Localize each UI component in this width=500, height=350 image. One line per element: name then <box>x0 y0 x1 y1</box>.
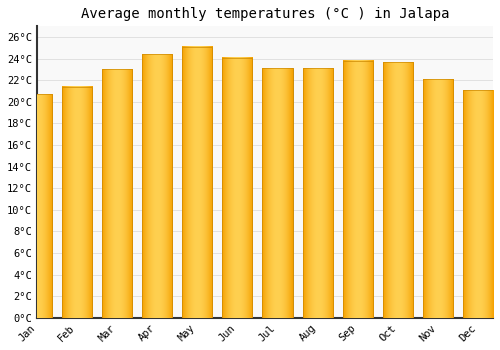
Bar <box>302 68 332 318</box>
Bar <box>262 68 292 318</box>
Bar <box>182 47 212 318</box>
Bar <box>62 87 92 318</box>
Bar <box>102 70 132 318</box>
Bar <box>62 87 92 318</box>
Bar <box>22 94 52 318</box>
Bar <box>423 79 453 318</box>
Bar <box>423 79 453 318</box>
Bar <box>302 68 332 318</box>
Bar <box>463 90 493 318</box>
Bar <box>22 94 52 318</box>
Bar <box>383 62 413 318</box>
Bar <box>182 47 212 318</box>
Bar <box>222 58 252 318</box>
Bar <box>142 54 172 318</box>
Title: Average monthly temperatures (°C ) in Jalapa: Average monthly temperatures (°C ) in Ja… <box>80 7 449 21</box>
Bar <box>222 58 252 318</box>
Bar <box>342 61 372 318</box>
Bar <box>383 62 413 318</box>
Bar <box>342 61 372 318</box>
Bar <box>102 70 132 318</box>
Bar <box>262 68 292 318</box>
Bar <box>142 54 172 318</box>
Bar <box>463 90 493 318</box>
